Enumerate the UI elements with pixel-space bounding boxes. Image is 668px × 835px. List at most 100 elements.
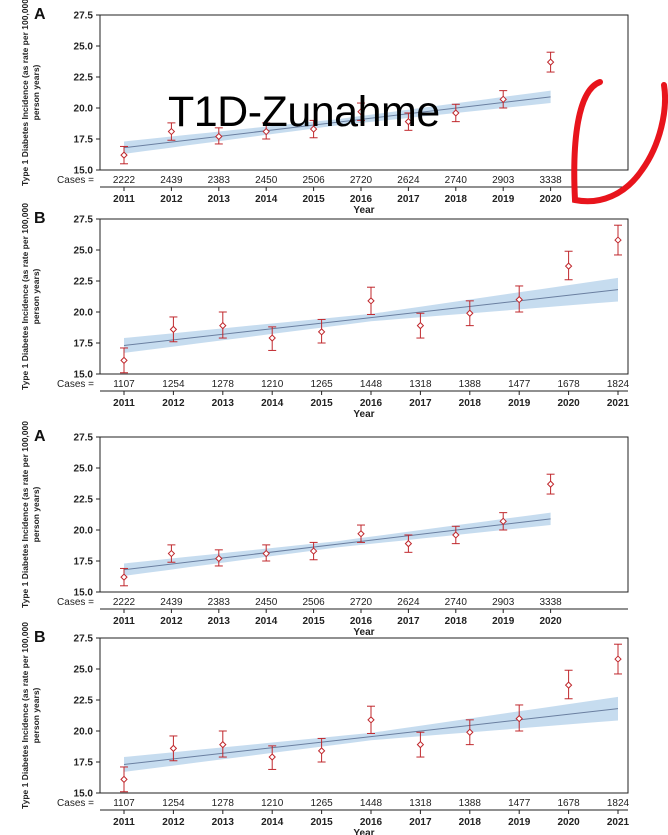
cases-count: 1210 (261, 798, 284, 809)
x-tick-label: 2014 (255, 194, 278, 205)
x-tick-label: 2019 (508, 817, 531, 828)
cases-count: 2903 (492, 597, 515, 608)
data-point (515, 295, 523, 304)
y-tick-label: 22.5 (74, 696, 94, 707)
data-point (452, 531, 460, 539)
data-point (120, 356, 128, 365)
x-tick-label: 2016 (360, 398, 383, 409)
cases-count: 2383 (208, 597, 231, 608)
y-axis-label: Type 1 Diabetes Incidence (as rate per 1… (20, 622, 41, 809)
x-tick-label: 2019 (492, 616, 515, 627)
y-axis-label-line: Type 1 Diabetes Incidence (as rate per 1… (20, 203, 30, 390)
data-point (262, 127, 270, 136)
data-point (466, 728, 474, 736)
y-tick-label: 15.0 (74, 789, 94, 800)
chart-panel-2: 15.0 17.5 20.0 22.5 25.0 27.5 Type 1 Diabetes … (20, 203, 630, 420)
x-tick-label: 2019 (508, 398, 531, 409)
y-axis-label-line: person years) (31, 268, 41, 324)
x-axis-label: Year (353, 409, 374, 420)
y-axis-label-line: person years) (31, 486, 41, 542)
cases-count: 3338 (539, 175, 562, 186)
chart-panel-4: 15.0 17.5 20.0 22.5 25.0 27.5 Type 1 Diabetes … (20, 622, 630, 835)
data-point (215, 132, 223, 141)
x-tick-label: 2020 (557, 398, 580, 409)
cases-label: Cases = (57, 798, 94, 809)
y-tick-label: 15.0 (74, 166, 94, 177)
x-tick-label: 2017 (409, 817, 432, 828)
y-tick-label: 27.5 (74, 11, 94, 22)
x-axis-label: Year (353, 205, 374, 216)
cases-count: 2383 (208, 175, 231, 186)
x-tick-label: 2014 (261, 398, 284, 409)
cases-count: 1448 (360, 379, 383, 390)
cases-count: 2740 (445, 175, 468, 186)
data-point (268, 753, 276, 761)
y-tick-label: 17.5 (74, 557, 94, 568)
y-axis-label-line: person years) (31, 64, 41, 120)
data-point (268, 334, 276, 342)
data-point (614, 655, 622, 663)
x-tick-label: 2012 (160, 616, 183, 627)
x-tick-label: 2018 (445, 194, 468, 205)
cases-count: 1254 (162, 379, 185, 390)
y-axis-label: Type 1 Diabetes Incidence (as rate per 1… (20, 421, 41, 608)
y-tick-label: 27.5 (74, 433, 94, 444)
trend-line (123, 708, 619, 765)
data-point (564, 681, 573, 689)
x-tick-label: 2013 (208, 616, 231, 627)
x-tick-label: 2011 (113, 194, 135, 205)
trend-line (123, 289, 619, 346)
y-axis-label-line: Type 1 Diabetes Incidence (as rate per 1… (20, 0, 30, 186)
confidence-band (124, 277, 618, 353)
cases-count: 1824 (607, 379, 630, 390)
panel-label: B (34, 210, 46, 227)
cases-count: 2439 (160, 597, 183, 608)
data-point (262, 549, 270, 558)
cases-count: 1388 (459, 798, 482, 809)
data-point (120, 573, 128, 581)
data-point (357, 530, 365, 538)
cases-count: 1678 (557, 798, 580, 809)
cases-count: 1254 (162, 798, 185, 809)
data-point (546, 58, 555, 66)
x-tick-label: 2013 (212, 817, 235, 828)
y-tick-label: 17.5 (74, 758, 94, 769)
data-point (309, 547, 318, 555)
data-point (614, 236, 622, 244)
y-tick-label: 20.0 (74, 308, 94, 319)
x-tick-label: 2020 (539, 194, 562, 205)
cases-label: Cases = (57, 597, 94, 608)
cases-count: 1107 (113, 379, 135, 390)
x-tick-label: 2018 (445, 616, 468, 627)
x-tick-label: 2015 (302, 194, 325, 205)
data-point (317, 747, 326, 755)
x-tick-label: 2020 (539, 616, 562, 627)
data-point (120, 775, 128, 784)
data-point (367, 297, 375, 305)
data-point (367, 716, 375, 724)
cases-count: 1388 (459, 379, 482, 390)
chart-panel-3: 15.0 17.5 20.0 22.5 25.0 27.5 Type 1 Diabetes … (20, 421, 629, 638)
x-tick-label: 2016 (350, 616, 373, 627)
data-point (452, 109, 460, 117)
x-tick-label: 2017 (397, 616, 420, 627)
x-tick-label: 2021 (607, 398, 630, 409)
data-point (167, 549, 176, 558)
cases-count: 1265 (310, 379, 333, 390)
y-tick-label: 27.5 (74, 634, 94, 645)
chart-panel-1: 15.0 17.5 20.0 22.5 25.0 27.5 Type 1 Diabetes … (20, 0, 629, 216)
data-point (169, 744, 178, 753)
cases-count: 2506 (302, 597, 325, 608)
x-tick-label: 2018 (459, 817, 482, 828)
cases-count: 1107 (113, 798, 135, 809)
x-tick-label: 2016 (350, 194, 373, 205)
data-point (219, 321, 227, 330)
x-tick-label: 2013 (208, 194, 231, 205)
cases-count: 2720 (350, 597, 373, 608)
cases-count: 1318 (409, 798, 432, 809)
y-tick-label: 27.5 (74, 215, 94, 226)
x-tick-label: 2012 (160, 194, 183, 205)
cases-count: 2624 (397, 597, 420, 608)
data-point (564, 262, 573, 270)
